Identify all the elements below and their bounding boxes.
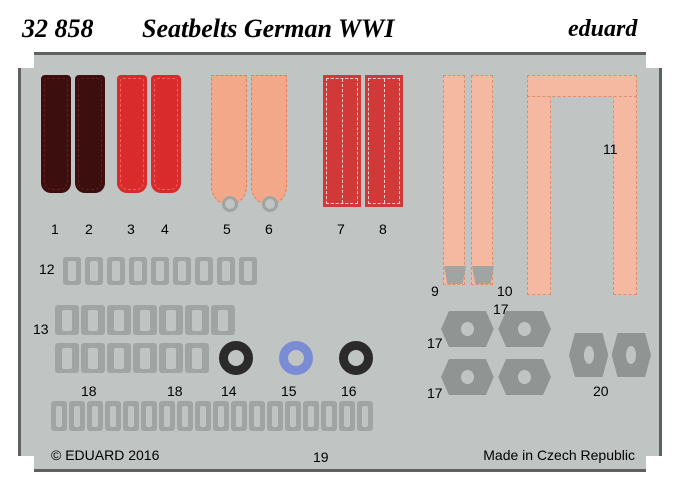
buckle-part (107, 305, 131, 335)
buckle-part (239, 257, 257, 285)
brand-logo: eduard (568, 16, 637, 43)
part-label-20: 20 (593, 383, 609, 399)
buckle-part (133, 343, 157, 373)
part-label-1: 1 (51, 221, 59, 237)
belt-part-3 (117, 75, 147, 193)
part-label-6: 6 (265, 221, 273, 237)
buckle-part (185, 343, 209, 373)
buckle-part (81, 305, 105, 335)
buckle-part (129, 257, 147, 285)
buckle-part (133, 305, 157, 335)
buckle-part (249, 401, 265, 431)
part-label-4: 4 (161, 221, 169, 237)
part-label-13: 13 (33, 321, 49, 337)
buckle-part (151, 257, 169, 285)
buckle-part (141, 401, 157, 431)
part-label-19: 19 (313, 449, 329, 465)
belt-part-2 (75, 75, 105, 193)
buckle-part (159, 401, 175, 431)
part-label-11: 11 (603, 141, 618, 157)
buckle-part (69, 401, 85, 431)
belt-part-5 (211, 75, 247, 205)
corner-notch (646, 456, 662, 472)
buckle-part (217, 257, 235, 285)
buckle-part (185, 305, 209, 335)
buckle-part (231, 401, 247, 431)
buckle-part (339, 401, 355, 431)
belt-part-10 (471, 75, 493, 285)
part-label-15: 15 (281, 383, 297, 399)
part-label-8: 8 (379, 221, 387, 237)
buckle-part (55, 305, 79, 335)
buckle-part (123, 401, 139, 431)
part-label-16: 16 (341, 383, 357, 399)
ring-part (219, 341, 253, 375)
part-label-18: 18 (167, 383, 183, 399)
origin-text: Made in Czech Republic (483, 447, 635, 463)
buckle-part (173, 257, 191, 285)
copyright-text: © EDUARD 2016 (51, 447, 159, 463)
part-label-12: 12 (39, 261, 55, 277)
buckle-part (357, 401, 373, 431)
buckle-part (177, 401, 193, 431)
buckle-part (159, 305, 183, 335)
part-label-14: 14 (221, 383, 237, 399)
part-label-10: 10 (497, 283, 513, 299)
buckle-part (105, 401, 121, 431)
buckle-part (321, 401, 337, 431)
buckle-part (211, 305, 235, 335)
product-code: 32 858 (22, 14, 94, 44)
buckle-part (55, 343, 79, 373)
part-label-9: 9 (431, 283, 439, 299)
corner-notch (18, 52, 34, 68)
buckle-part (87, 401, 103, 431)
part-label-18: 18 (81, 383, 97, 399)
buckle-part (285, 401, 301, 431)
buckle-part (213, 401, 229, 431)
corner-notch (18, 456, 34, 472)
clasp-group (441, 359, 551, 395)
belt-part-6 (251, 75, 287, 205)
buckle-part (51, 401, 67, 431)
buckle-part (63, 257, 81, 285)
corner-notch (646, 52, 662, 68)
ring-part (339, 341, 373, 375)
clasp-group (569, 333, 651, 377)
buckle-part (303, 401, 319, 431)
buckle-part (107, 343, 131, 373)
buckle-part (195, 401, 211, 431)
belt-part-1 (41, 75, 71, 193)
buckle-part (85, 257, 103, 285)
buckle-part (81, 343, 105, 373)
belt-part-7 (323, 75, 361, 207)
fret-frame: 1234567891011121314151617171718181920 © … (18, 52, 662, 472)
ring-part (279, 341, 313, 375)
buckle-part (267, 401, 283, 431)
belt-part-11 (527, 75, 637, 295)
buckle-part (107, 257, 125, 285)
part-label-3: 3 (127, 221, 135, 237)
part-label-2: 2 (85, 221, 93, 237)
clasp-group (441, 311, 551, 347)
buckle-part (195, 257, 213, 285)
buckle-part (159, 343, 183, 373)
product-title: Seatbelts German WWI (142, 14, 394, 44)
part-label-5: 5 (223, 221, 231, 237)
part-label-7: 7 (337, 221, 345, 237)
belt-part-8 (365, 75, 403, 207)
belt-part-4 (151, 75, 181, 193)
belt-part-9 (443, 75, 465, 285)
